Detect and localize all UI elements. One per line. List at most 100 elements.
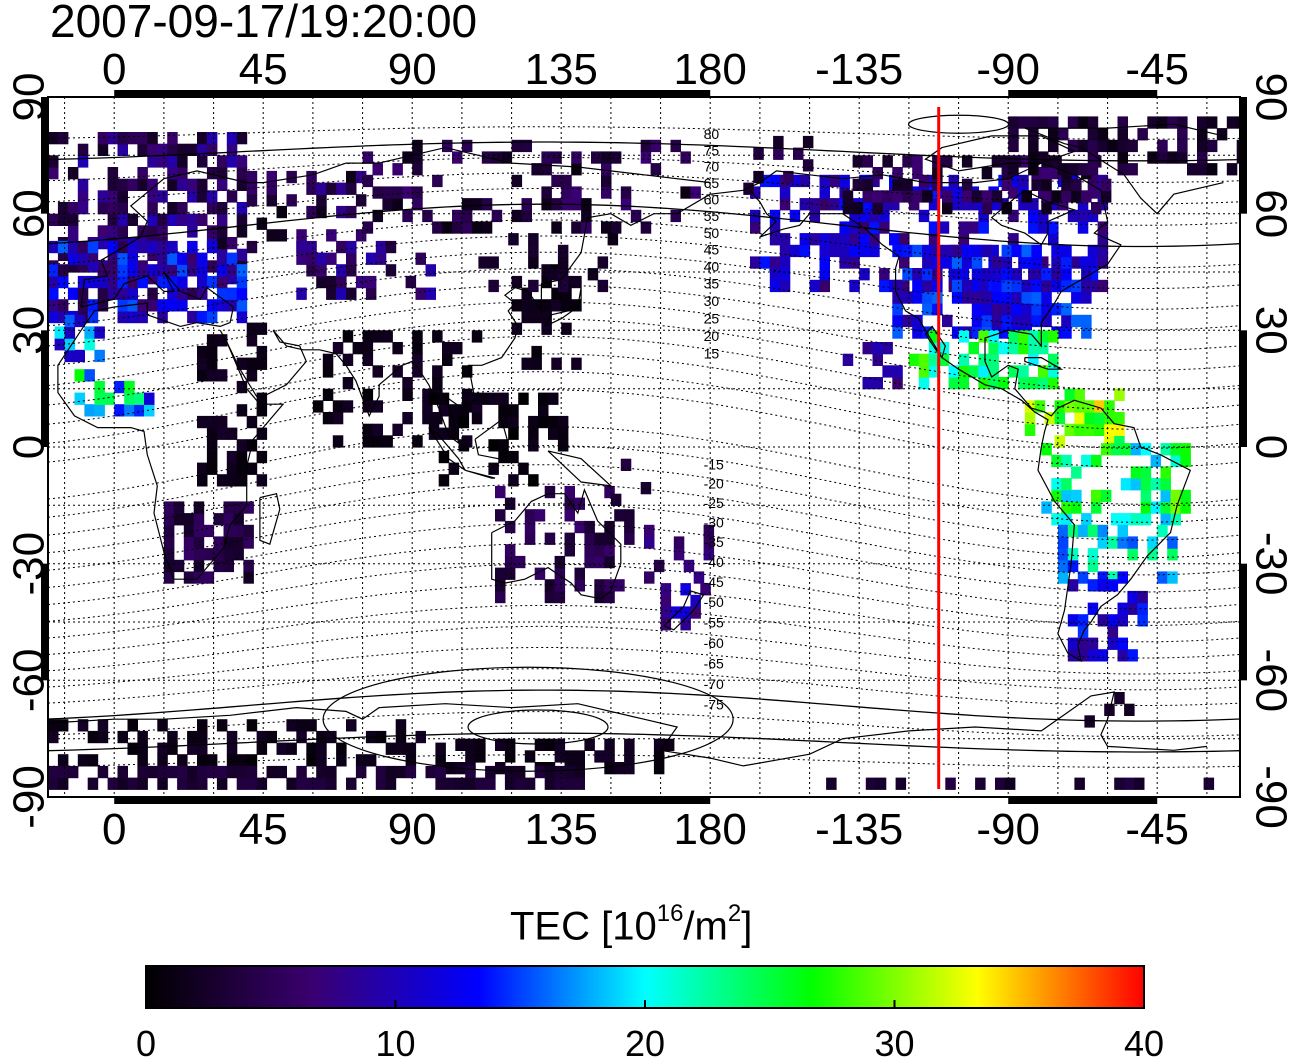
tec-cell: [77, 299, 89, 312]
tec-cell: [177, 213, 188, 226]
tec-cell: [561, 174, 572, 188]
tec-cell: [1097, 233, 1109, 246]
tec-cell: [1177, 128, 1188, 141]
tec-cell: [601, 174, 612, 188]
tec-cell: [630, 209, 642, 223]
tec-cell: [1084, 715, 1095, 728]
tec-cell: [918, 377, 930, 390]
tec-cell: [829, 233, 840, 246]
tec-cell: [236, 299, 248, 312]
tec-cell: [978, 330, 989, 343]
tec-cell: [690, 186, 701, 199]
tec-cell: [57, 264, 69, 277]
tec-cell: [1031, 256, 1042, 269]
tec-cell: [187, 310, 198, 324]
tec-cell: [1031, 303, 1042, 316]
tec-cell: [498, 439, 509, 452]
tec-cell: [958, 233, 970, 246]
tec-cell: [594, 544, 605, 557]
tec-cell: [951, 279, 963, 293]
colorbar-tick-label: 40: [1124, 1023, 1164, 1060]
tec-cell: [528, 415, 539, 429]
tec-cell: [461, 209, 473, 223]
tec-cell: [869, 174, 880, 188]
tec-cell: [137, 240, 148, 254]
tec-cell: [448, 427, 460, 440]
tec-cell: [1057, 559, 1069, 573]
tec-cell: [1041, 167, 1052, 180]
tec-cell: [1091, 501, 1102, 514]
tec-cell: [223, 548, 234, 561]
tec-cell: [653, 559, 665, 573]
tec-cell: [167, 213, 178, 226]
tec-cell: [561, 186, 572, 199]
tec-cell: [97, 264, 109, 277]
tec-cell: [571, 163, 582, 176]
lat-tick-label-right: 90: [1246, 73, 1292, 122]
tec-cell: [557, 244, 569, 258]
dip-label: -20: [704, 476, 724, 492]
tec-cell: [147, 272, 158, 285]
dip-contour: [48, 301, 1240, 371]
tec-cell: [1100, 178, 1112, 191]
tec-cell: [561, 287, 572, 300]
tec-cell: [1021, 314, 1032, 328]
tec-cell: [581, 209, 592, 223]
tec-cell: [879, 198, 890, 211]
tec-cell: [137, 275, 148, 289]
tec-cell: [452, 221, 463, 234]
tec-cell: [889, 233, 900, 246]
tec-cell: [683, 559, 695, 573]
tec-cell: [362, 342, 374, 355]
tec-cell: [97, 132, 109, 145]
tec-cell: [1226, 116, 1238, 129]
tec-cell: [601, 186, 612, 199]
tec-cell: [97, 202, 109, 215]
tec-cell: [521, 299, 532, 312]
tec-cell: [981, 202, 993, 215]
tec-cell: [908, 353, 920, 366]
tec-cell: [1001, 279, 1013, 293]
tec-cell: [561, 299, 572, 312]
axis-bar: [1008, 797, 1158, 804]
dip-label: 30: [704, 293, 720, 309]
tec-cell: [1051, 155, 1062, 168]
tec-cell: [1160, 466, 1171, 479]
tec-cell: [789, 174, 801, 188]
tec-cell: [912, 268, 923, 281]
tec-cell: [495, 485, 506, 499]
tec-cell: [779, 233, 791, 246]
tec-cell: [1028, 377, 1039, 390]
tec-cell: [246, 194, 258, 207]
tec-cell: [183, 548, 195, 561]
tec-cell: [1021, 244, 1032, 258]
tec-cell: [1077, 139, 1089, 153]
tec-cell: [988, 353, 999, 366]
tec-cell: [428, 427, 440, 440]
tec-cell: [564, 509, 575, 522]
tec-cell: [375, 240, 387, 254]
timestamp-title: 2007-09-17/19:20:00: [50, 0, 478, 47]
tec-cell: [1150, 454, 1162, 468]
tec-cell: [1008, 116, 1019, 129]
tec-cell: [1067, 209, 1079, 223]
tec-cell: [902, 314, 913, 328]
tec-cell: [1051, 303, 1062, 316]
tec-cell: [177, 252, 188, 265]
tec-cell: [544, 590, 556, 604]
tec-cell: [1071, 190, 1082, 203]
tec-cell: [226, 143, 238, 156]
tec-cell: [498, 404, 509, 417]
dip-label: 40: [704, 259, 720, 275]
tec-cell: [316, 205, 327, 219]
tec-cell: [1147, 536, 1158, 549]
tec-cell: [892, 365, 903, 378]
tec-cell: [147, 143, 158, 156]
tec-cell: [604, 738, 615, 751]
coastline: [710, 162, 1192, 663]
tec-cell: [1147, 548, 1158, 561]
tec-cell: [918, 174, 930, 188]
tec-cell: [256, 427, 268, 440]
tec-cell: [524, 750, 536, 763]
tec-cell: [650, 139, 662, 153]
